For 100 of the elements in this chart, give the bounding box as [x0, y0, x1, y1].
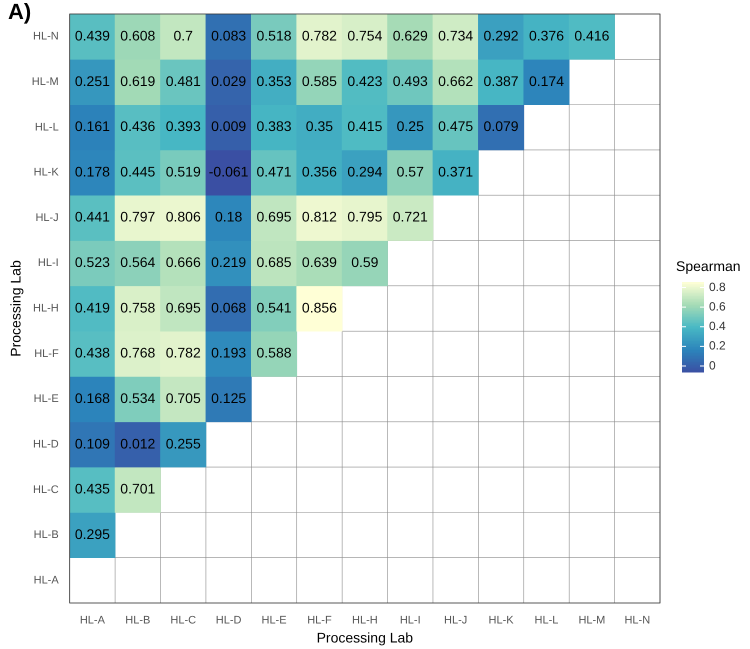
- data-label: 0.797: [120, 208, 156, 225]
- data-label: 0.695: [256, 208, 292, 225]
- data-label: 0.083: [211, 28, 246, 44]
- chart-title: A): [8, 0, 32, 24]
- data-label: 0.7: [173, 28, 194, 44]
- data-label: 0.59: [351, 254, 379, 270]
- x-tick-label: HL-E: [261, 614, 287, 627]
- data-label: 0.519: [166, 163, 201, 180]
- color-bar-title: Spearman: [676, 258, 741, 274]
- data-label: 0.068: [211, 299, 246, 316]
- data-label: 0.178: [74, 163, 110, 180]
- data-label: 0.295: [74, 526, 110, 542]
- data-label: 0.125: [211, 390, 246, 406]
- color-bar-label: 0: [709, 358, 716, 372]
- data-label: 0.353: [256, 72, 292, 89]
- data-label: 0.219: [211, 254, 246, 270]
- data-label: 0.812: [302, 208, 338, 225]
- y-tick-label: HL-L: [34, 121, 59, 134]
- data-label: 0.079: [484, 118, 519, 134]
- data-label: 0.534: [120, 390, 156, 406]
- data-label: 0.619: [120, 72, 156, 89]
- data-label: 0.161: [74, 118, 110, 134]
- data-label: 0.475: [438, 118, 474, 134]
- color-bar-label: 0.8: [709, 280, 726, 294]
- data-label: 0.585: [302, 72, 338, 89]
- data-label: 0.629: [392, 28, 428, 44]
- data-label: 0.174: [528, 72, 564, 89]
- y-tick-label: HL-C: [33, 484, 59, 496]
- y-tick-label: HL-M: [32, 76, 59, 88]
- data-label: 0.721: [392, 208, 428, 225]
- data-label: 0.795: [347, 208, 383, 225]
- data-label: 0.439: [74, 28, 110, 44]
- data-label: 0.57: [396, 163, 424, 180]
- y-tick-label: HL-F: [34, 348, 59, 360]
- data-label: 0.666: [166, 254, 201, 270]
- x-tick-label: HL-D: [216, 614, 242, 627]
- data-label: 0.012: [120, 435, 156, 452]
- x-tick-label: HL-H: [352, 614, 378, 627]
- data-label: 0.734: [438, 28, 474, 44]
- data-label: 0.009: [211, 118, 246, 134]
- data-label: 0.768: [120, 344, 156, 361]
- x-tick-label: HL-J: [444, 614, 468, 627]
- x-tick-label: HL-M: [578, 614, 606, 627]
- y-tick-label: HL-K: [34, 166, 60, 179]
- y-tick-label: HL-D: [33, 438, 59, 450]
- data-label: -0.061: [208, 163, 249, 180]
- data-label: 0.493: [392, 72, 428, 89]
- data-label: 0.441: [74, 208, 110, 225]
- data-label: 0.109: [74, 435, 110, 452]
- x-tick-label: HL-K: [488, 614, 514, 627]
- data-label: 0.416: [574, 28, 610, 44]
- data-label: 0.782: [166, 344, 201, 361]
- data-label: 0.518: [256, 28, 292, 44]
- x-tick-label: HL-B: [125, 614, 150, 627]
- data-label: 0.029: [211, 72, 246, 89]
- data-label: 0.471: [256, 163, 292, 180]
- data-label: 0.701: [120, 480, 156, 497]
- data-label: 0.387: [484, 72, 519, 89]
- data-label: 0.695: [166, 299, 201, 316]
- data-label: 0.685: [256, 254, 292, 270]
- x-tick-label: HL-I: [400, 614, 421, 627]
- data-label: 0.294: [347, 163, 383, 180]
- data-label: 0.25: [396, 118, 424, 134]
- x-tick-label: HL-A: [80, 614, 106, 627]
- y-tick-label: HL-H: [33, 302, 59, 315]
- data-label: 0.18: [214, 208, 242, 225]
- x-tick-label: HL-N: [624, 614, 650, 627]
- y-tick-label: HL-N: [33, 30, 59, 43]
- data-label: 0.608: [120, 28, 156, 44]
- data-label: 0.376: [528, 28, 564, 44]
- x-tick-label: HL-F: [307, 614, 332, 627]
- data-label: 0.523: [74, 254, 110, 270]
- data-label: 0.383: [256, 118, 292, 134]
- y-tick-label: HL-B: [34, 529, 59, 542]
- data-label: 0.415: [347, 118, 383, 134]
- data-label: 0.423: [347, 72, 383, 89]
- x-tick-label: HL-C: [170, 614, 196, 627]
- data-label: 0.445: [120, 163, 156, 180]
- data-label: 0.438: [74, 344, 110, 361]
- data-label: 0.806: [166, 208, 201, 225]
- data-label: 0.564: [120, 254, 156, 270]
- color-bar-label: 0.6: [709, 299, 726, 314]
- data-label: 0.435: [74, 480, 110, 497]
- data-label: 0.393: [166, 118, 201, 134]
- data-label: 0.639: [302, 254, 338, 270]
- data-label: 0.541: [256, 299, 292, 316]
- data-label: 0.168: [74, 390, 110, 406]
- data-label: 0.35: [306, 118, 334, 134]
- y-tick-label: HL-J: [35, 212, 59, 224]
- data-label: 0.662: [438, 72, 474, 89]
- data-label: 0.356: [302, 163, 338, 180]
- data-label: 0.782: [302, 28, 338, 44]
- data-label: 0.758: [120, 299, 156, 316]
- x-tick-label: HL-L: [534, 614, 558, 627]
- data-label: 0.292: [484, 28, 519, 44]
- data-label: 0.255: [166, 435, 201, 452]
- data-label: 0.588: [256, 344, 292, 361]
- data-label: 0.754: [347, 28, 383, 44]
- data-label: 0.251: [74, 72, 110, 89]
- y-tick-label: HL-A: [34, 574, 60, 586]
